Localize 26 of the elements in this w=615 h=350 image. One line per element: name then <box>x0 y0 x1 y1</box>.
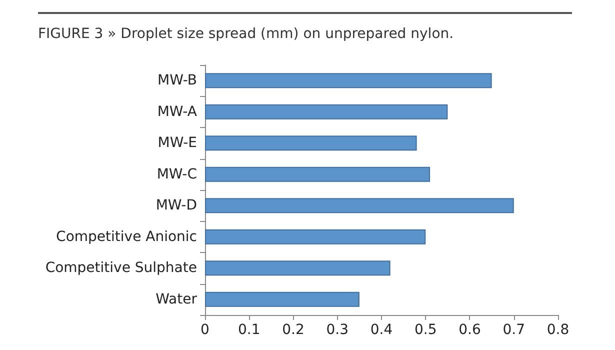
x-tick-label: 0.7 <box>502 322 526 338</box>
y-tick-label: MW-B <box>157 72 197 89</box>
x-tick-label: 0.1 <box>238 322 260 338</box>
bar <box>205 104 448 120</box>
x-tick-label: 0 <box>200 322 210 338</box>
x-tick-label: 0.4 <box>370 322 393 338</box>
bar <box>205 136 417 151</box>
x-tick-label: 0.3 <box>326 322 349 338</box>
bar <box>205 229 426 244</box>
y-tick-label: MW-D <box>156 198 197 214</box>
chart-title: FIGURE 3 » Droplet size spread (mm) on unprepared nylon. <box>38 26 454 42</box>
bar <box>205 292 360 307</box>
x-tick-label: 0.2 <box>282 322 304 338</box>
y-tick-label: MW-E <box>158 135 197 152</box>
y-tick-label: Competitive Sulphate <box>45 260 197 276</box>
x-tick-label: 0.6 <box>458 322 481 338</box>
bar <box>205 73 492 88</box>
y-tick-label: Competitive Anionic <box>56 228 197 245</box>
bar <box>205 260 390 276</box>
bar <box>205 198 514 214</box>
y-tick-label: MW-C <box>156 166 198 182</box>
y-tick-label: Water <box>156 291 198 308</box>
x-tick-label: 0.5 <box>414 322 437 338</box>
y-tick-label: MW-A <box>157 104 198 120</box>
x-tick-label: 0.8 <box>546 322 570 338</box>
bar <box>205 166 430 182</box>
